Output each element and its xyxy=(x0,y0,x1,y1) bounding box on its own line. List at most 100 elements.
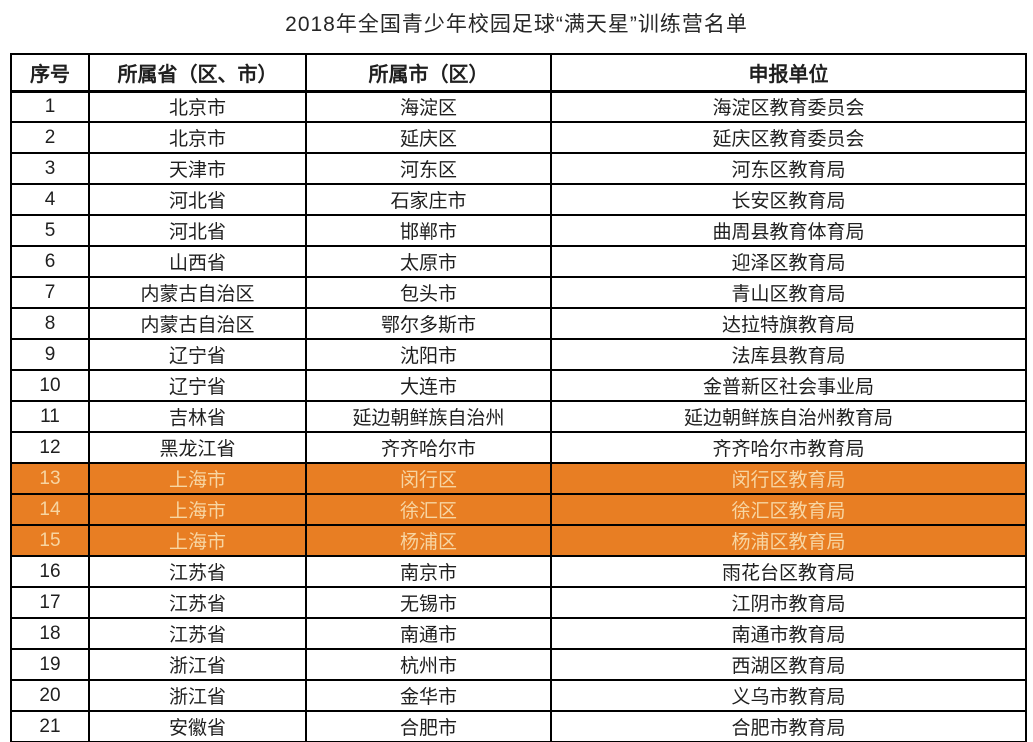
table-row: 16 江苏省 南京市 雨花台区教育局 xyxy=(10,555,1027,588)
cell-unit: 杨浦区教育局 xyxy=(550,524,1027,557)
table-header: 序号 所属省（区、市） 所属市（区） 申报单位 xyxy=(10,53,1027,93)
cell-province: 浙江省 xyxy=(88,679,307,712)
cell-province: 安徽省 xyxy=(88,710,307,742)
table-row: 14 上海市 徐汇区 徐汇区教育局 xyxy=(10,493,1027,526)
table-row: 2 北京市 延庆区 延庆区教育委员会 xyxy=(10,121,1027,154)
cell-num: 14 xyxy=(10,493,90,526)
cell-city: 大连市 xyxy=(305,369,552,402)
cell-num: 13 xyxy=(10,462,90,495)
cell-city: 杨浦区 xyxy=(305,524,552,557)
cell-num: 3 xyxy=(10,152,90,185)
page-title: 2018年全国青少年校园足球“满天星”训练营名单 xyxy=(285,13,748,36)
cell-num: 17 xyxy=(10,586,90,619)
header-unit: 申报单位 xyxy=(550,53,1027,93)
cell-unit: 齐齐哈尔市教育局 xyxy=(550,431,1027,464)
table-row: 18 江苏省 南通市 南通市教育局 xyxy=(10,617,1027,650)
cell-unit: 延边朝鲜族自治州教育局 xyxy=(550,400,1027,433)
cell-unit: 合肥市教育局 xyxy=(550,710,1027,742)
cell-city: 沈阳市 xyxy=(305,338,552,371)
cell-province: 辽宁省 xyxy=(88,338,307,371)
table-row: 8 内蒙古自治区 鄂尔多斯市 达拉特旗教育局 xyxy=(10,307,1027,340)
cell-unit: 西湖区教育局 xyxy=(550,648,1027,681)
cell-unit: 雨花台区教育局 xyxy=(550,555,1027,588)
cell-num: 5 xyxy=(10,214,90,247)
cell-province: 浙江省 xyxy=(88,648,307,681)
table-row: 11 吉林省 延边朝鲜族自治州 延边朝鲜族自治州教育局 xyxy=(10,400,1027,433)
table-row: 9 辽宁省 沈阳市 法库县教育局 xyxy=(10,338,1027,371)
cell-city: 鄂尔多斯市 xyxy=(305,307,552,340)
cell-num: 21 xyxy=(10,710,90,742)
cell-num: 20 xyxy=(10,679,90,712)
cell-city: 闵行区 xyxy=(305,462,552,495)
table-row: 19 浙江省 杭州市 西湖区教育局 xyxy=(10,648,1027,681)
table-row: 4 河北省 石家庄市 长安区教育局 xyxy=(10,183,1027,216)
header-province: 所属省（区、市） xyxy=(88,53,307,93)
cell-unit: 闵行区教育局 xyxy=(550,462,1027,495)
cell-province: 上海市 xyxy=(88,493,307,526)
cell-unit: 长安区教育局 xyxy=(550,183,1027,216)
cell-city: 石家庄市 xyxy=(305,183,552,216)
cell-province: 江苏省 xyxy=(88,555,307,588)
table-row: 17 江苏省 无锡市 江阴市教育局 xyxy=(10,586,1027,619)
cell-unit: 义乌市教育局 xyxy=(550,679,1027,712)
cell-city: 合肥市 xyxy=(305,710,552,742)
cell-province: 江苏省 xyxy=(88,617,307,650)
cell-province: 内蒙古自治区 xyxy=(88,276,307,309)
cell-num: 4 xyxy=(10,183,90,216)
cell-city: 齐齐哈尔市 xyxy=(305,431,552,464)
cell-city: 杭州市 xyxy=(305,648,552,681)
cell-num: 19 xyxy=(10,648,90,681)
table-body: 1 北京市 海淀区 海淀区教育委员会 2 北京市 延庆区 延庆区教育委员会 3 … xyxy=(10,90,1027,742)
cell-city: 金华市 xyxy=(305,679,552,712)
cell-city: 延庆区 xyxy=(305,121,552,154)
cell-num: 9 xyxy=(10,338,90,371)
cell-num: 15 xyxy=(10,524,90,557)
cell-unit: 曲周县教育体育局 xyxy=(550,214,1027,247)
cell-province: 河北省 xyxy=(88,183,307,216)
cell-unit: 迎泽区教育局 xyxy=(550,245,1027,278)
cell-unit: 江阴市教育局 xyxy=(550,586,1027,619)
cell-city: 太原市 xyxy=(305,245,552,278)
cell-unit: 南通市教育局 xyxy=(550,617,1027,650)
table-row: 7 内蒙古自治区 包头市 青山区教育局 xyxy=(10,276,1027,309)
cell-unit: 徐汇区教育局 xyxy=(550,493,1027,526)
cell-province: 吉林省 xyxy=(88,400,307,433)
cell-num: 1 xyxy=(10,90,90,123)
cell-province: 江苏省 xyxy=(88,586,307,619)
table-row: 10 辽宁省 大连市 金普新区社会事业局 xyxy=(10,369,1027,402)
table-header-row: 序号 所属省（区、市） 所属市（区） 申报单位 xyxy=(10,53,1027,93)
table-row: 15 上海市 杨浦区 杨浦区教育局 xyxy=(10,524,1027,557)
cell-unit: 延庆区教育委员会 xyxy=(550,121,1027,154)
cell-province: 辽宁省 xyxy=(88,369,307,402)
table-row: 20 浙江省 金华市 义乌市教育局 xyxy=(10,679,1027,712)
cell-city: 徐汇区 xyxy=(305,493,552,526)
cell-province: 上海市 xyxy=(88,462,307,495)
table-row: 3 天津市 河东区 河东区教育局 xyxy=(10,152,1027,185)
header-num: 序号 xyxy=(10,53,90,93)
cell-num: 16 xyxy=(10,555,90,588)
cell-unit: 法库县教育局 xyxy=(550,338,1027,371)
cell-province: 北京市 xyxy=(88,90,307,123)
header-city: 所属市（区） xyxy=(305,53,552,93)
table-row: 6 山西省 太原市 迎泽区教育局 xyxy=(10,245,1027,278)
cell-city: 延边朝鲜族自治州 xyxy=(305,400,552,433)
cell-city: 包头市 xyxy=(305,276,552,309)
cell-num: 10 xyxy=(10,369,90,402)
cell-num: 7 xyxy=(10,276,90,309)
cell-unit: 达拉特旗教育局 xyxy=(550,307,1027,340)
cell-num: 12 xyxy=(10,431,90,464)
cell-province: 山西省 xyxy=(88,245,307,278)
table-row: 5 河北省 邯郸市 曲周县教育体育局 xyxy=(10,214,1027,247)
cell-city: 邯郸市 xyxy=(305,214,552,247)
training-camp-table: 序号 所属省（区、市） 所属市（区） 申报单位 1 北京市 海淀区 海淀区教育委… xyxy=(10,53,1027,742)
cell-city: 河东区 xyxy=(305,152,552,185)
table-row: 21 安徽省 合肥市 合肥市教育局 xyxy=(10,710,1027,742)
cell-num: 6 xyxy=(10,245,90,278)
cell-province: 内蒙古自治区 xyxy=(88,307,307,340)
cell-province: 北京市 xyxy=(88,121,307,154)
table-row: 13 上海市 闵行区 闵行区教育局 xyxy=(10,462,1027,495)
table-row: 1 北京市 海淀区 海淀区教育委员会 xyxy=(10,90,1027,123)
cell-unit: 金普新区社会事业局 xyxy=(550,369,1027,402)
cell-province: 黑龙江省 xyxy=(88,431,307,464)
